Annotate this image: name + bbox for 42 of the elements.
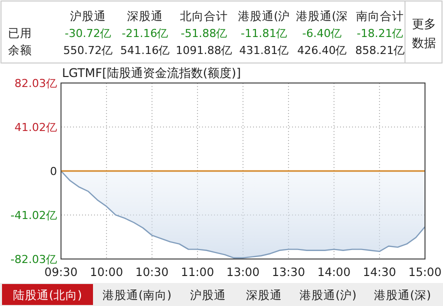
- text: 港股通(沪: [238, 9, 290, 23]
- x-tick-label: 10:00: [90, 265, 124, 279]
- text: 更多数据: [412, 17, 436, 50]
- x-tick-label: 10:30: [135, 265, 169, 279]
- text: 858.21亿: [355, 44, 405, 57]
- y-tick-label: -41.02亿: [10, 209, 57, 222]
- y-tick-label: 0: [50, 165, 57, 178]
- text: -18.21亿: [356, 27, 404, 40]
- text: -30.72亿: [64, 27, 112, 40]
- text: 港股通(沪): [300, 288, 356, 302]
- text: 沪股通: [70, 9, 106, 23]
- text: 沪股通: [190, 288, 226, 302]
- text: 426.40亿: [297, 44, 347, 57]
- text: 南向合计: [356, 9, 404, 23]
- text: 余额: [8, 43, 32, 57]
- text: -6.40亿: [302, 27, 342, 40]
- text: -51.88亿: [180, 27, 228, 40]
- x-tick-label: 11:00: [180, 265, 214, 279]
- x-tick-label: 13:30: [272, 265, 306, 279]
- text: 港股通(深): [374, 288, 431, 302]
- x-tick-label: 09:30: [44, 265, 78, 279]
- text: 北向合计: [180, 9, 228, 23]
- x-tick-label: 14:00: [317, 265, 351, 279]
- x-tick-label: 14:30: [362, 265, 396, 279]
- y-tick-label: 41.02亿: [14, 120, 57, 134]
- x-tick-label: 15:00: [408, 265, 442, 279]
- text: 陆股通(北向): [13, 288, 82, 302]
- text: 深股通: [246, 288, 282, 302]
- text: 深股通: [127, 9, 163, 23]
- text: -21.16亿: [122, 27, 168, 40]
- x-tick-label: 13:00: [226, 265, 260, 279]
- text: 431.81亿: [239, 44, 289, 57]
- text: 已用: [8, 26, 32, 40]
- text: 541.16亿: [120, 44, 170, 57]
- y-tick-label: 82.03亿: [14, 77, 57, 90]
- text: 1091.88亿: [176, 44, 232, 57]
- text: 港股通(深: [296, 9, 348, 23]
- chart-title: LGTMF[陆股通资金流指数(额度)]: [62, 66, 241, 80]
- text: -11.81亿: [240, 27, 288, 40]
- y-tick-label: -82.03亿: [10, 253, 57, 266]
- text: 550.72亿: [63, 44, 113, 57]
- text: 港股通(南向): [102, 288, 172, 302]
